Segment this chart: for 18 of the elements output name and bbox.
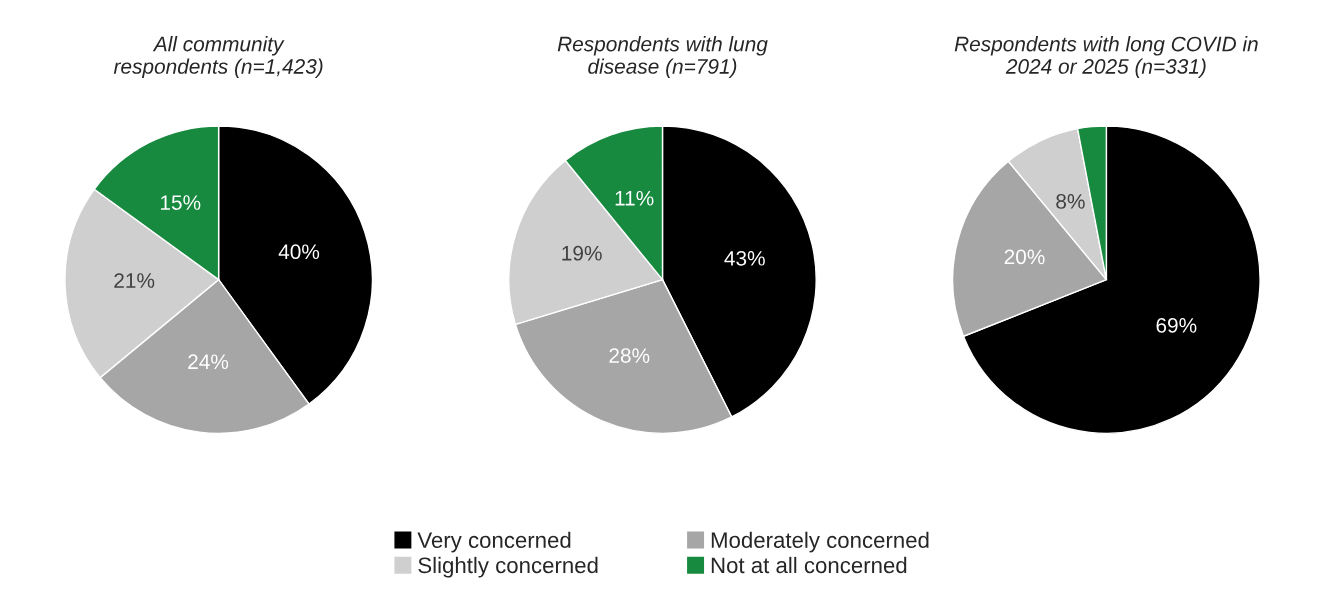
- data-label: 20%: [1004, 249, 1045, 265]
- data-label: 19%: [562, 245, 602, 261]
- data-label: 15%: [160, 195, 201, 210]
- legend-label: Not at all concerned: [711, 556, 907, 574]
- legend-label: Moderately concerned: [711, 531, 929, 553]
- data-label: 43%: [724, 250, 765, 266]
- legend-label: Very concerned: [417, 531, 571, 553]
- data-label: 21%: [114, 273, 155, 288]
- legend-label: Slightly concerned: [418, 556, 598, 578]
- data-label: 69%: [1156, 318, 1197, 333]
- data-label: 40%: [278, 244, 320, 260]
- data-label: 24%: [188, 354, 229, 370]
- chart-title: All community respondents (n=1,423): [113, 36, 323, 78]
- chart-title: Respondents with long COVID in 2024 or 2025 (n=331): [954, 36, 1258, 78]
- data-label: 11%: [615, 190, 654, 206]
- data-label: 28%: [609, 348, 650, 363]
- data-label: 8%: [1056, 194, 1085, 209]
- chart-title: Respondents with lung disease (n=791): [557, 36, 768, 78]
